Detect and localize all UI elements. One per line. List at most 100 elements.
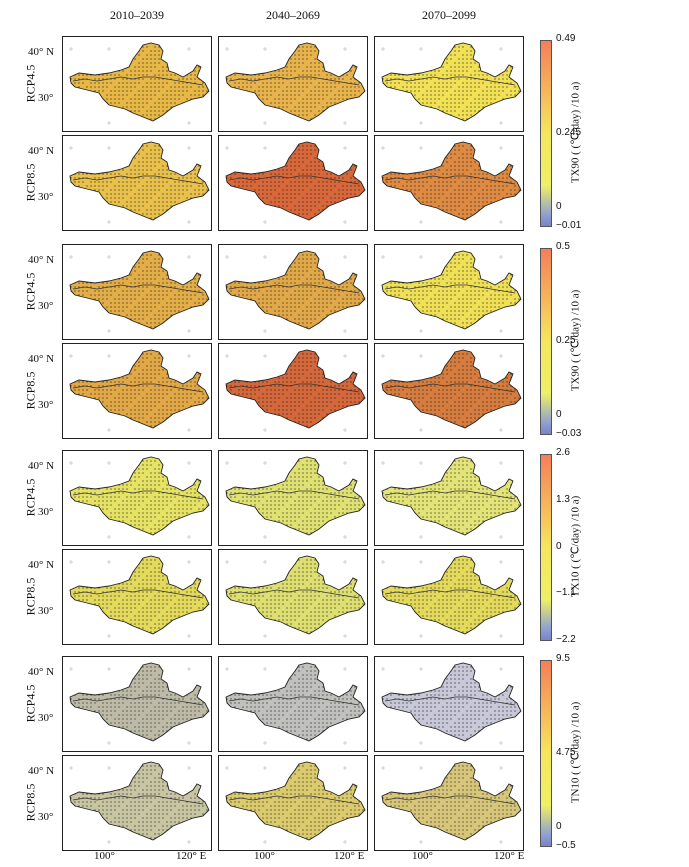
basin-map [225,555,366,638]
map-panel [62,549,212,645]
colorbar-tick: 9.5 [556,653,570,664]
lat-tick-30: 30° [38,300,54,312]
map-panel [62,244,212,340]
row-label-rcp45: RCP4.5 [23,272,38,311]
colorbar-tick: 0.245 [556,126,582,138]
map-panel [374,549,524,645]
basin-map [225,250,366,333]
basin-map [69,456,210,539]
colorbar-tick: 0 [556,409,562,421]
map-panel [374,36,524,132]
colorbar [540,660,552,847]
lat-tick-30: 30° [38,811,54,823]
lon-tick-100: 100° [94,850,115,862]
map-panel [218,244,368,340]
colorbar [540,248,552,435]
basin-map [381,42,522,125]
colorbar-tick: 0 [556,821,562,833]
basin-map [69,761,210,844]
colorbar-tick: 0.5 [556,241,570,252]
row-label-rcp45: RCP4.5 [23,684,38,723]
basin-map [69,349,210,432]
basin-map [225,761,366,844]
lat-tick-40n: 40° N [28,46,55,58]
basin-map [225,141,366,224]
row-label-rcp85: RCP8.5 [23,163,38,202]
row-label-rcp85: RCP8.5 [23,371,38,410]
basin-map [381,349,522,432]
map-panel [374,656,524,752]
colorbar-tick: 0.25 [556,334,576,346]
lat-tick-40n: 40° N [28,254,55,266]
map-panel [62,755,212,851]
basin-map [225,349,366,432]
map-panel [62,135,212,231]
map-panel [62,450,212,546]
colorbar-tick: 1.3 [556,493,570,505]
basin-map [225,456,366,539]
lon-tick-100: 100° [412,850,433,862]
lon-tick-100: 100° [254,850,275,862]
lat-tick-40n: 40° N [28,353,55,365]
column-header-2010-2039: 2010–2039 [110,8,164,22]
map-panel [218,450,368,546]
lon-tick-120e: 120° E [494,850,525,862]
map-panel [218,656,368,752]
basin-map [69,141,210,224]
lat-tick-30: 30° [38,92,54,104]
row-label-rcp85: RCP8.5 [23,783,38,822]
lon-tick-120e: 120° E [176,850,207,862]
map-panel [374,755,524,851]
lat-tick-40n: 40° N [28,666,55,678]
colorbar-title: TX90 ( (℃/day) /10 a) [569,289,582,391]
colorbar-tick: 2.6 [556,447,570,458]
basin-map [225,662,366,745]
row-label-rcp45: RCP4.5 [23,478,38,517]
colorbar-title: TX90 ( (℃/day) /10 a) [569,81,582,183]
map-panel [62,36,212,132]
map-panel [218,343,368,439]
colorbar-tick: −1.1 [556,587,576,599]
colorbar-tick: 0.49 [556,33,576,44]
colorbar-tick: 4.75 [556,746,576,758]
map-panel [62,656,212,752]
basin-map [381,250,522,333]
colorbar-title: TX10 ( (℃/day) /10 a) [569,495,582,597]
colorbar-tick: −0.01 [556,220,582,231]
map-panel [218,135,368,231]
map-panel [218,36,368,132]
basin-map [381,456,522,539]
colorbar-tick: 0 [556,540,562,552]
colorbar [540,40,552,227]
lat-tick-40n: 40° N [28,559,55,571]
lat-tick-40n: 40° N [28,765,55,777]
map-panel [374,450,524,546]
map-panel [218,549,368,645]
row-label-rcp85: RCP8.5 [23,577,38,616]
colorbar-tick: 0 [556,201,562,213]
basin-map [381,555,522,638]
lat-tick-30: 30° [38,506,54,518]
lat-tick-30: 30° [38,605,54,617]
colorbar-tick: −2.2 [556,634,576,645]
map-panel [374,244,524,340]
lat-tick-40n: 40° N [28,460,55,472]
row-label-rcp45: RCP4.5 [23,64,38,103]
basin-map [69,250,210,333]
map-panel [62,343,212,439]
lat-tick-30: 30° [38,399,54,411]
lon-tick-120e: 120° E [334,850,365,862]
basin-map [69,555,210,638]
colorbar [540,454,552,641]
lat-tick-40n: 40° N [28,145,55,157]
basin-map [69,42,210,125]
basin-map [381,761,522,844]
basin-map [381,662,522,745]
map-panel [374,135,524,231]
basin-map [225,42,366,125]
column-header-2040-2069: 2040–2069 [266,8,320,22]
colorbar-tick: −0.5 [556,840,576,851]
colorbar-title: TN10 ( (℃/day) /10 a) [569,701,582,803]
lat-tick-30: 30° [38,191,54,203]
map-panel [218,755,368,851]
